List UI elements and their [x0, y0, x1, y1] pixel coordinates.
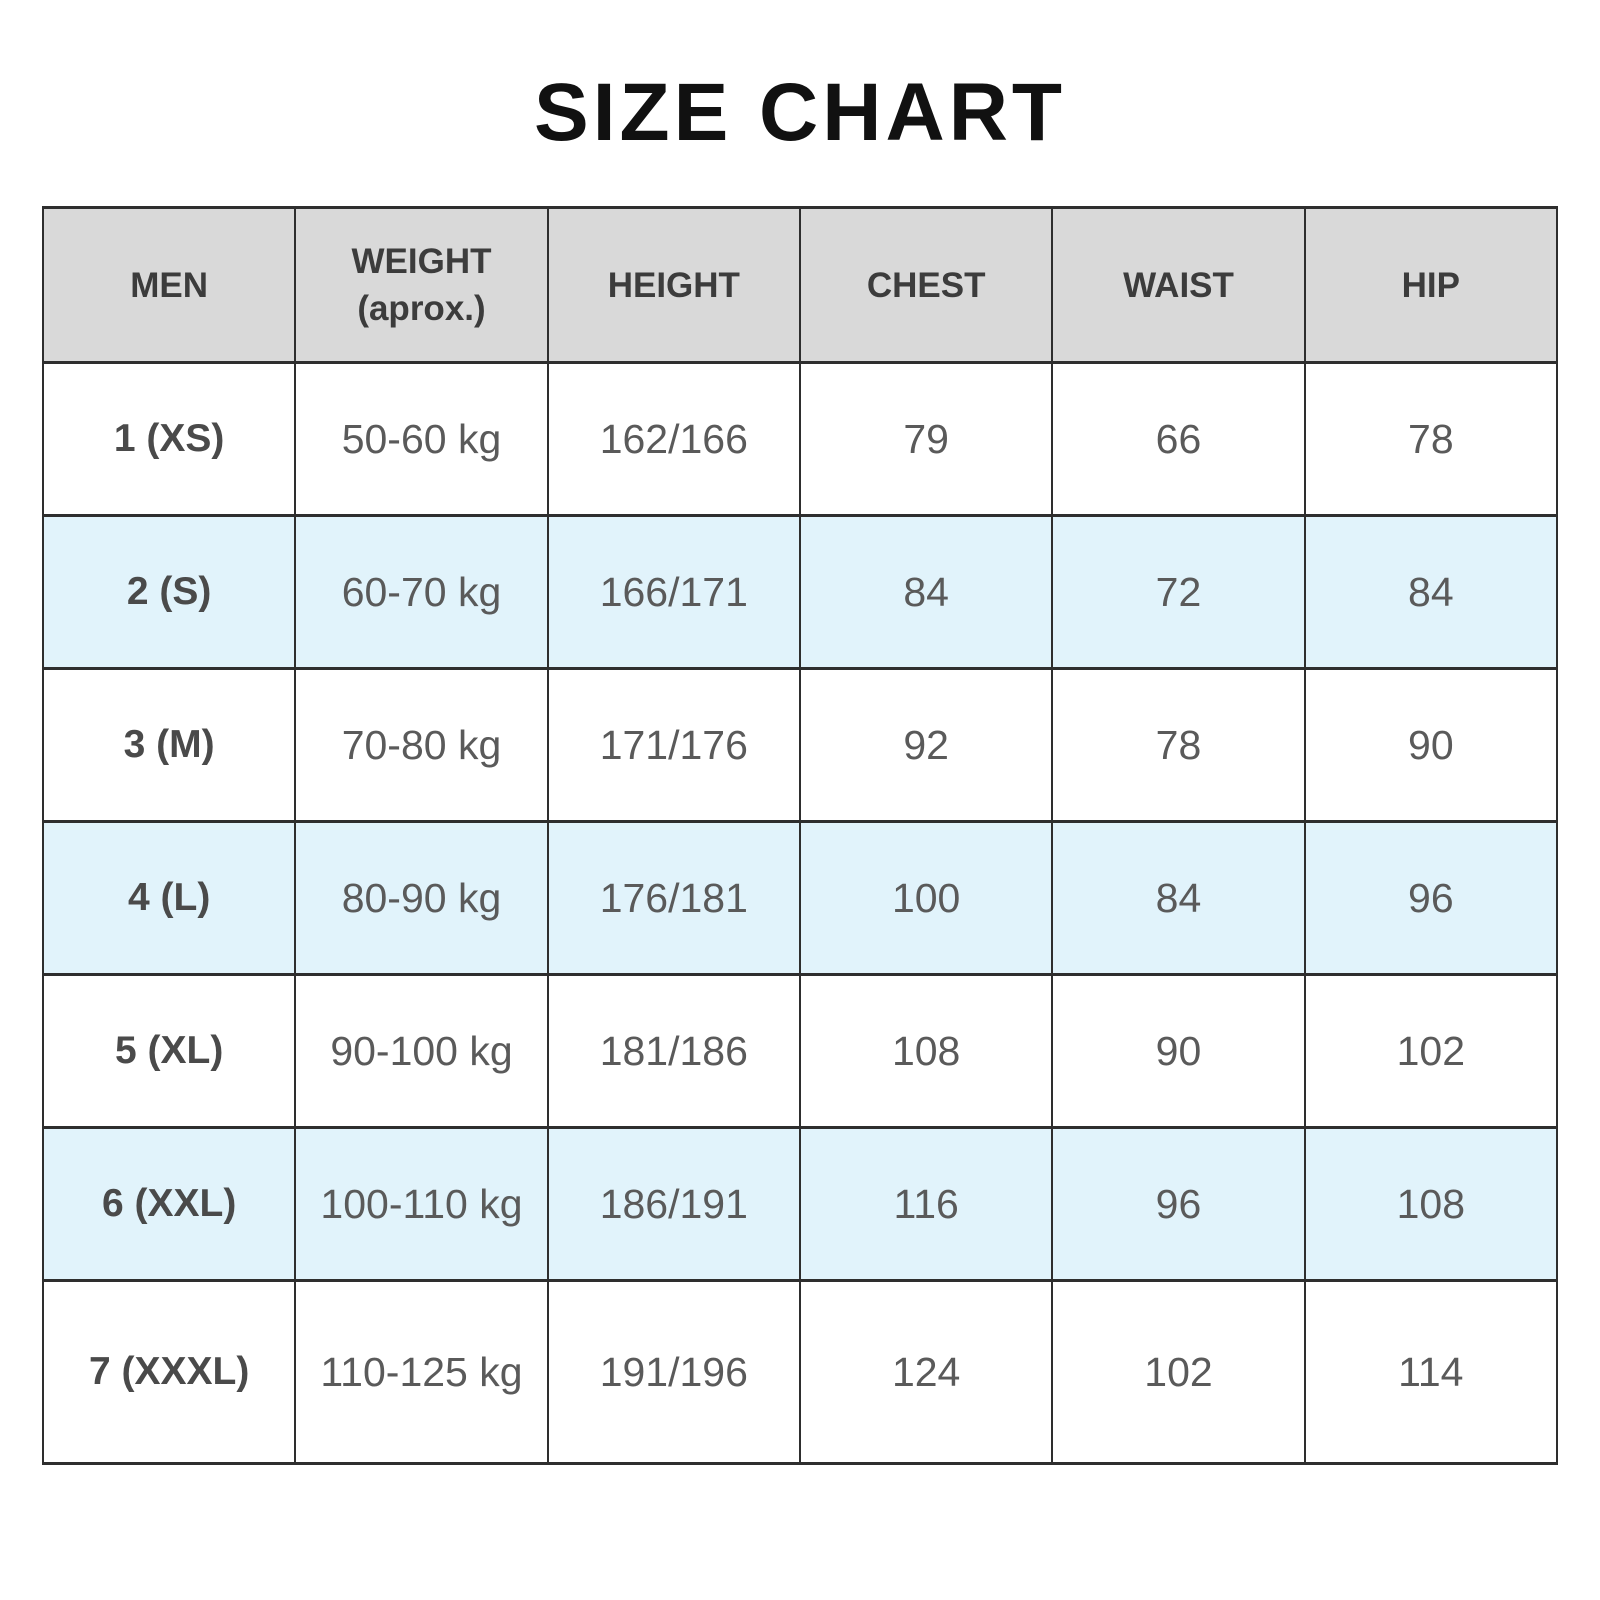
- column-header-chest: CHEST: [798, 206, 1054, 365]
- chest-cell: 124: [798, 1279, 1054, 1466]
- column-header-line: CHEST: [866, 265, 986, 305]
- height-cell: 186/191: [546, 1126, 801, 1283]
- column-header-weight-aprox: WEIGHT (aprox.): [294, 206, 549, 365]
- size-cell: 2 (S): [41, 514, 297, 671]
- header-row: MEN WEIGHT (aprox.) HEIGHT CHEST WAIST HIP: [41, 206, 1559, 365]
- hip-cell: 96: [1303, 820, 1559, 977]
- column-header-line: WEIGHT: [351, 241, 492, 281]
- size-cell: 4 (L): [41, 820, 297, 977]
- hip-cell: 84: [1303, 514, 1559, 671]
- height-cell: 166/171: [546, 514, 801, 671]
- hip-cell: 90: [1303, 667, 1559, 824]
- column-header-men: MEN: [41, 206, 297, 365]
- weight-cell: 60-70 kg: [294, 514, 549, 671]
- height-cell: 162/166: [546, 361, 801, 518]
- column-header-line: HIP: [1401, 265, 1460, 305]
- height-cell: 171/176: [546, 667, 801, 824]
- chest-cell: 92: [798, 667, 1054, 824]
- height-cell: 181/186: [546, 973, 801, 1130]
- hip-cell: 108: [1303, 1126, 1559, 1283]
- waist-cell: 84: [1051, 820, 1306, 977]
- weight-cell: 110-125 kg: [294, 1279, 549, 1466]
- table-body: 1 (XS) 50-60 kg 162/166 79 66 78 2 (S) 60-70 kg…: [41, 361, 1559, 1466]
- waist-cell: 72: [1051, 514, 1306, 671]
- column-header-line: HEIGHT: [607, 265, 740, 305]
- chest-cell: 116: [798, 1126, 1054, 1283]
- table-row: 7 (XXXL) 110-125 kg 191/196 124 102 114: [41, 1279, 1559, 1466]
- weight-cell: 70-80 kg: [294, 667, 549, 824]
- chest-cell: 79: [798, 361, 1054, 518]
- waist-cell: 66: [1051, 361, 1306, 518]
- height-cell: 191/196: [546, 1279, 801, 1466]
- table-row: 1 (XS) 50-60 kg 162/166 79 66 78: [41, 361, 1559, 518]
- table-header: MEN WEIGHT (aprox.) HEIGHT CHEST WAIST HIP: [41, 206, 1559, 365]
- table-row: 3 (M) 70-80 kg 171/176 92 78 90: [41, 667, 1559, 824]
- page-title: SIZE CHART: [534, 67, 1066, 158]
- waist-cell: 90: [1051, 973, 1306, 1130]
- table-row: 4 (L) 80-90 kg 176/181 100 84 96: [41, 820, 1559, 977]
- column-header-height: HEIGHT: [546, 206, 801, 365]
- size-cell: 3 (M): [41, 667, 297, 824]
- column-header-hip: HIP: [1303, 206, 1559, 365]
- size-cell: 6 (XXL): [41, 1126, 297, 1283]
- column-header-waist: WAIST: [1051, 206, 1306, 365]
- column-header-line: WAIST: [1123, 265, 1234, 305]
- hip-cell: 102: [1303, 973, 1559, 1130]
- weight-cell: 80-90 kg: [294, 820, 549, 977]
- chest-cell: 100: [798, 820, 1054, 977]
- hip-cell: 78: [1303, 361, 1559, 518]
- waist-cell: 96: [1051, 1126, 1306, 1283]
- table-row: 2 (S) 60-70 kg 166/171 84 72 84: [41, 514, 1559, 671]
- size-chart-table: MEN WEIGHT (aprox.) HEIGHT CHEST WAIST HIP 1 (…: [41, 206, 1559, 1466]
- column-header-line: MEN: [130, 265, 209, 305]
- chest-cell: 84: [798, 514, 1054, 671]
- waist-cell: 102: [1051, 1279, 1306, 1466]
- table-row: 5 (XL) 90-100 kg 181/186 108 90 102: [41, 973, 1559, 1130]
- hip-cell: 114: [1303, 1279, 1559, 1466]
- height-cell: 176/181: [546, 820, 801, 977]
- table-row: 6 (XXL) 100-110 kg 186/191 116 96 108: [41, 1126, 1559, 1283]
- size-cell: 7 (XXXL): [41, 1279, 297, 1466]
- size-cell: 5 (XL): [41, 973, 297, 1130]
- weight-cell: 90-100 kg: [294, 973, 549, 1130]
- chest-cell: 108: [798, 973, 1054, 1130]
- weight-cell: 100-110 kg: [294, 1126, 549, 1283]
- size-cell: 1 (XS): [41, 361, 297, 518]
- weight-cell: 50-60 kg: [294, 361, 549, 518]
- waist-cell: 78: [1051, 667, 1306, 824]
- column-header-line: (aprox.): [357, 289, 486, 329]
